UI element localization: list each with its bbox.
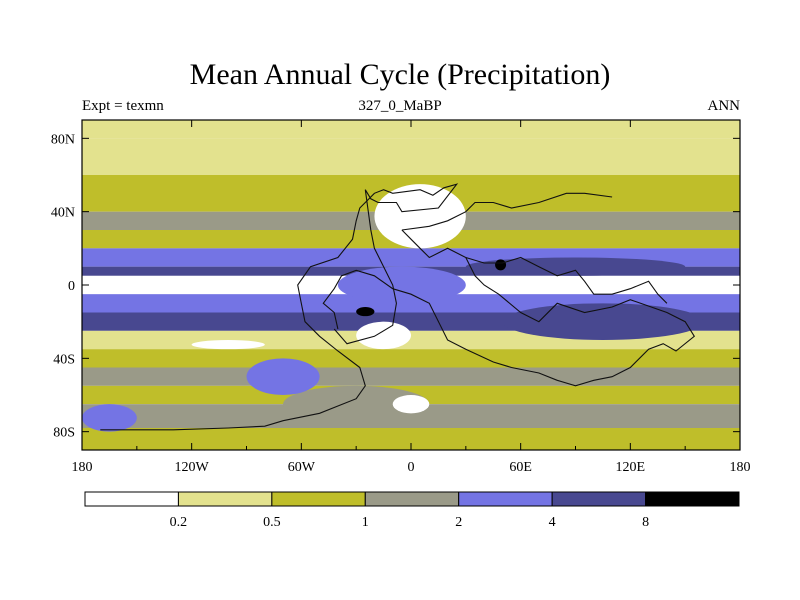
y-tick-label-3: 40S	[53, 352, 75, 367]
y-tick-label-1: 40N	[51, 206, 75, 221]
colorbar-box-4	[458, 491, 553, 507]
chart-title: Mean Annual Cycle (Precipitation)	[189, 58, 611, 91]
y-tick-label-4: 80S	[53, 426, 75, 441]
precip-patch-6	[246, 358, 320, 395]
precip-patch-0	[502, 303, 704, 340]
precip-band-0	[82, 120, 740, 139]
precip-patch-2	[337, 266, 466, 304]
precip-patch-11	[495, 259, 507, 271]
map-field	[82, 120, 740, 450]
experiment-label: Expt = texmn	[82, 98, 164, 114]
precip-patch-3	[374, 184, 466, 249]
x-tick-label-6: 180	[730, 460, 751, 475]
axes: 180 120W 60W 0 60E 120E 180 80N 40N 0 40S 80S	[51, 120, 751, 475]
colorbar-label-3: 2	[455, 515, 462, 530]
colorbar-box-3	[364, 491, 460, 507]
colorbar-box-2	[271, 491, 366, 507]
season-label: ANN	[707, 98, 741, 114]
x-tick-label-3: 0	[408, 460, 415, 475]
coastline-2	[465, 256, 668, 304]
colorbar-box-0	[84, 491, 179, 507]
x-tick-label-4: 60E	[509, 460, 532, 475]
coastline-0	[100, 183, 459, 431]
colorbar-box-6	[645, 491, 740, 507]
precip-patch-1	[465, 257, 686, 276]
precip-band-12	[82, 367, 740, 386]
x-tick-label-5: 120E	[616, 460, 646, 475]
colorbar-label-5: 8	[642, 515, 649, 530]
colorbar-label-0: 0.2	[170, 515, 188, 530]
precip-band-11	[82, 349, 740, 368]
y-tick-label-0: 80N	[51, 132, 75, 147]
precip-band-1	[82, 138, 740, 175]
colorbar-label-2: 1	[362, 515, 369, 530]
colorbar-box-1	[177, 491, 273, 507]
colorbar-box-5	[551, 491, 647, 507]
colorbar-label-1: 0.5	[263, 515, 281, 530]
precip-band-15	[82, 428, 740, 450]
colorbar-label-4: 4	[549, 515, 556, 530]
coastlines	[100, 183, 696, 431]
timeslice-label: 327_0_MaBP	[358, 98, 442, 114]
x-tick-label-0: 180	[72, 460, 93, 475]
precip-patch-4	[356, 321, 412, 350]
precip-patch-8	[191, 340, 265, 350]
precip-patch-7	[392, 395, 430, 414]
coastline-3	[401, 192, 613, 231]
precip-patch-9	[82, 404, 137, 432]
colorbar: 0.2 0.5 1 2 4 8	[84, 491, 740, 530]
x-tick-label-1: 120W	[175, 460, 210, 475]
y-tick-label-2: 0	[68, 279, 75, 294]
x-tick-label-2: 60W	[288, 460, 316, 475]
coastline-1	[322, 229, 696, 387]
precip-patch-10	[356, 307, 375, 317]
